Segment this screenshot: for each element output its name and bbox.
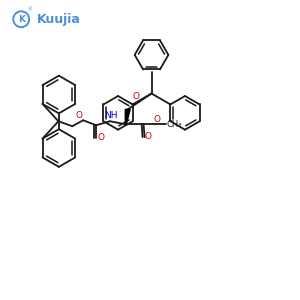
Text: O: O (144, 132, 151, 141)
Text: ®: ® (28, 8, 32, 13)
Text: O: O (132, 92, 139, 101)
Text: O: O (98, 133, 104, 142)
Text: Kuujia: Kuujia (37, 13, 81, 26)
Text: K: K (18, 15, 25, 24)
Text: O: O (76, 111, 83, 120)
Text: O: O (154, 115, 161, 124)
Polygon shape (125, 110, 130, 124)
Text: CH₃: CH₃ (167, 120, 182, 129)
Text: NH: NH (104, 111, 118, 120)
